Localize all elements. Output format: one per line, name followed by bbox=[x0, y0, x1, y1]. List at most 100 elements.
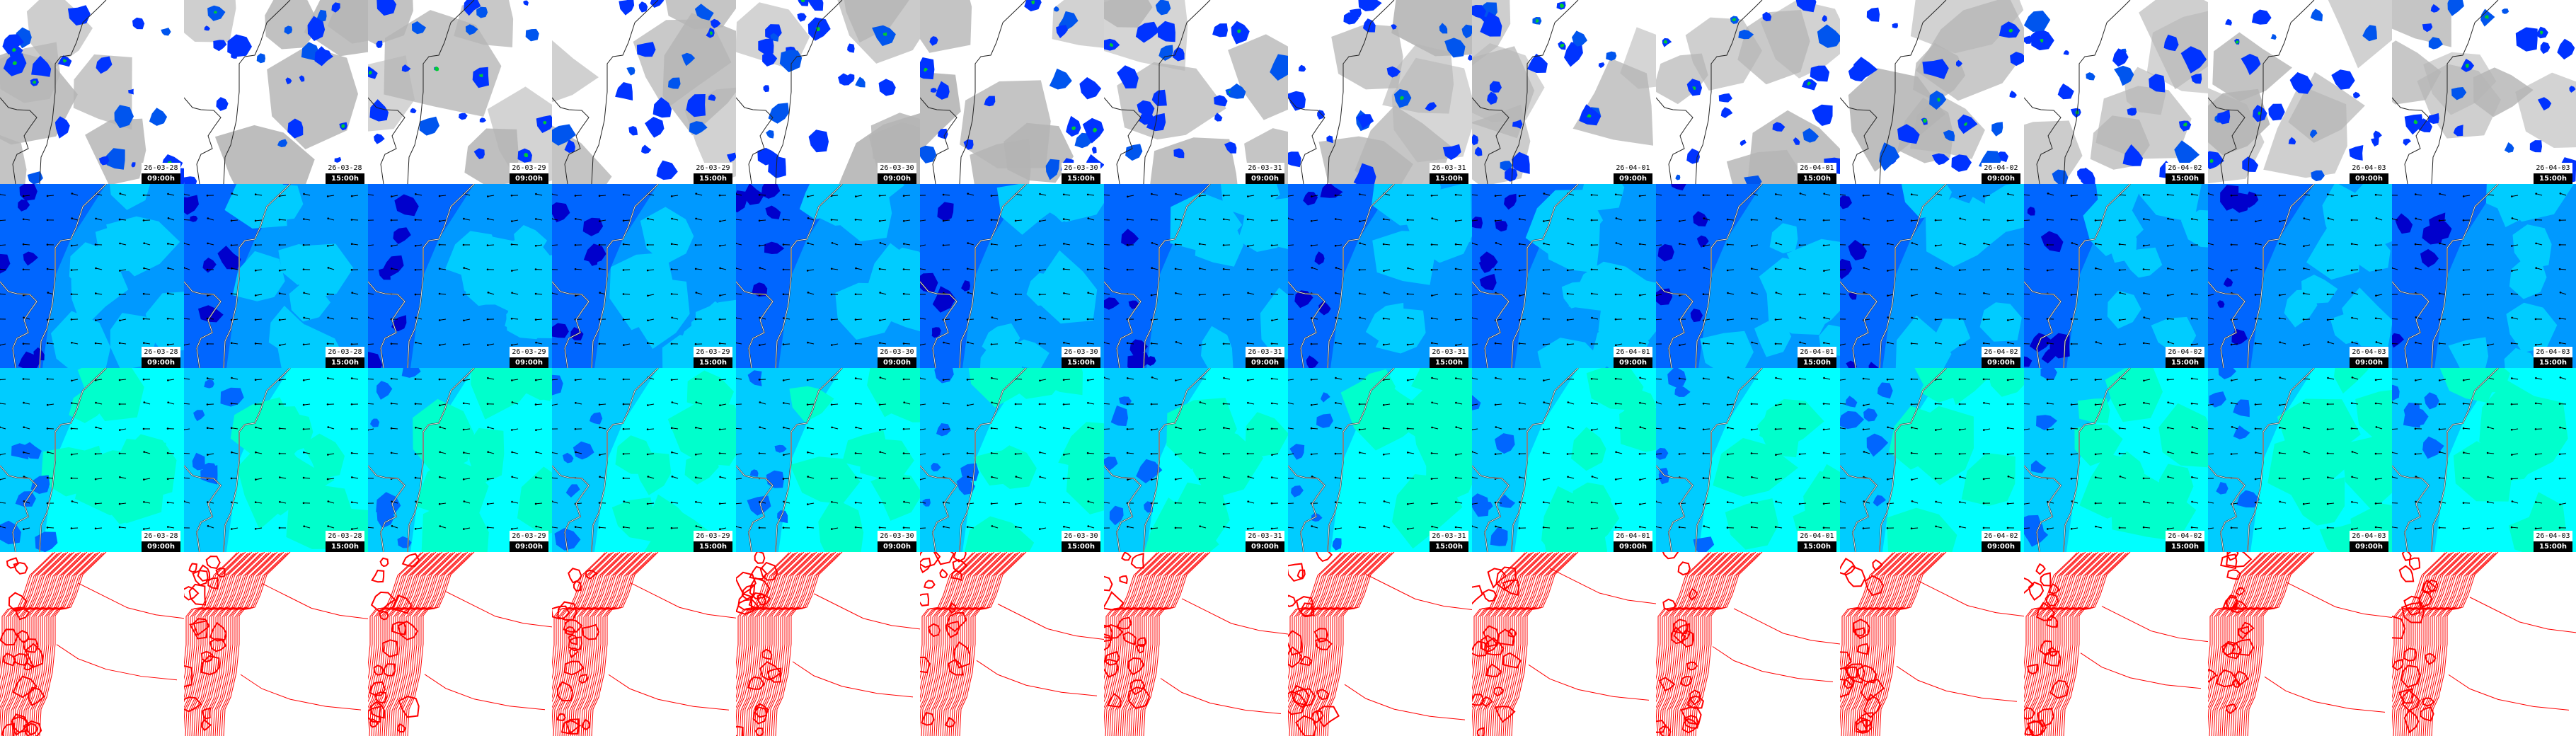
isobar-line bbox=[1107, 693, 1122, 708]
isobar-line bbox=[921, 711, 935, 726]
isobar-line bbox=[736, 725, 744, 736]
wind-arrow-icon bbox=[1824, 193, 1831, 196]
isobar-line bbox=[1656, 552, 1723, 730]
wind-arrow-icon bbox=[1703, 267, 1710, 270]
wind-arrowhead-icon bbox=[46, 243, 49, 246]
wind-arrowhead-icon bbox=[1015, 426, 1017, 429]
wind-arrow-icon bbox=[47, 379, 54, 380]
isobar-line bbox=[403, 553, 471, 736]
wind-arrowhead-icon bbox=[2486, 243, 2489, 246]
wind-arrow-icon bbox=[1127, 526, 1134, 529]
wind-arrow-icon bbox=[1703, 526, 1710, 529]
precipitation-area bbox=[1158, 45, 1173, 61]
date-label: 26-03-29 bbox=[510, 163, 548, 173]
wind-arrowhead-icon bbox=[1104, 292, 1105, 294]
wind-arrowhead-icon bbox=[119, 476, 121, 478]
isobar-line bbox=[920, 553, 978, 691]
wind-arrow-icon bbox=[328, 453, 335, 455]
wind-speed-zone bbox=[1480, 251, 1498, 270]
precipitation-area bbox=[2063, 50, 2069, 55]
wind-arrowhead-icon bbox=[1246, 342, 1249, 345]
wind-arrowhead-icon bbox=[2534, 453, 2537, 456]
wind-speed-zone bbox=[2216, 482, 2229, 495]
wind-arrow-icon bbox=[2439, 243, 2446, 246]
wind-arrowhead-icon bbox=[2231, 426, 2233, 428]
wind-arrow-icon bbox=[1064, 292, 1071, 295]
wind-arrow-icon bbox=[47, 428, 54, 430]
wind-arrow-icon bbox=[328, 195, 335, 197]
wind-arrow-icon bbox=[648, 502, 655, 505]
wind-speed-zone bbox=[506, 300, 550, 340]
coastline bbox=[2063, 368, 2131, 552]
wind-arrow-icon bbox=[304, 379, 311, 381]
wind-arrowhead-icon bbox=[415, 316, 417, 319]
wind-arrowhead-icon bbox=[1126, 452, 1129, 454]
wind-arrow-icon bbox=[0, 478, 6, 481]
heavy-precipitation-area bbox=[341, 124, 345, 129]
wind-arrowhead-icon bbox=[1198, 478, 1201, 481]
wind-arrowhead-icon bbox=[879, 292, 881, 294]
map-image bbox=[1840, 552, 2024, 736]
precipitation-area bbox=[316, 9, 327, 22]
wind-arrowhead-icon bbox=[2558, 317, 2561, 320]
wind-arrow-icon bbox=[2208, 317, 2214, 320]
wind-arrowhead-icon bbox=[1454, 526, 1457, 529]
wind-arrowhead-icon bbox=[622, 403, 625, 406]
wind-arrowhead-icon bbox=[967, 476, 969, 478]
wind-arrow-icon bbox=[2352, 476, 2359, 479]
wind-arrow-icon bbox=[391, 403, 398, 405]
wind-arrow-icon bbox=[2095, 318, 2103, 321]
isobar-line bbox=[1308, 552, 1376, 736]
wind-arrowhead-icon bbox=[2351, 341, 2353, 343]
wind-arrowhead-icon bbox=[2070, 318, 2073, 321]
wind-arrow-icon bbox=[1727, 343, 1735, 345]
isobar-line bbox=[1137, 637, 1147, 647]
wind-arrow-icon bbox=[1840, 403, 1846, 405]
wind-arrow-icon bbox=[552, 244, 558, 246]
isobar-line bbox=[2208, 553, 2266, 691]
time-label: 09:00h bbox=[1614, 173, 1652, 184]
wind-arrowhead-icon bbox=[70, 477, 73, 479]
wind-arrow-icon bbox=[672, 243, 679, 246]
wind-arrowhead-icon bbox=[1982, 269, 1985, 271]
wind-arrowhead-icon bbox=[1567, 426, 1570, 428]
wind-arrow-icon bbox=[1384, 526, 1391, 529]
date-label: 26-04-01 bbox=[1798, 163, 1836, 173]
precipitation-area bbox=[1079, 77, 1102, 100]
wind-arrow-icon bbox=[783, 379, 790, 381]
wind-arrow-icon bbox=[1040, 193, 1047, 196]
wind-arrowhead-icon bbox=[2350, 402, 2353, 404]
wind-arrowhead-icon bbox=[1199, 268, 1201, 270]
wind-arrow-icon bbox=[920, 453, 926, 455]
wind-speed-zone bbox=[102, 439, 166, 524]
wind-arrowhead-icon bbox=[1656, 500, 1657, 502]
coastline bbox=[407, 0, 475, 184]
wind-arrowhead-icon bbox=[255, 451, 257, 454]
wind-arrowhead-icon bbox=[184, 377, 185, 379]
wind-arrow-icon bbox=[207, 403, 214, 405]
map-tile-wind-field-2: 26-03-30 09:00h bbox=[736, 368, 920, 552]
wind-arrowhead-icon bbox=[574, 195, 577, 197]
wind-arrowhead-icon bbox=[1750, 268, 1753, 270]
wind-arrowhead-icon bbox=[1455, 377, 1457, 379]
wind-arrow-icon bbox=[920, 403, 926, 406]
wind-speed-zone bbox=[931, 462, 941, 472]
wind-arrowhead-icon bbox=[326, 343, 329, 345]
wind-arrow-icon bbox=[832, 268, 839, 270]
wind-arrowhead-icon bbox=[2208, 344, 2209, 346]
isobar-line bbox=[582, 552, 650, 736]
wind-speed-zone bbox=[765, 205, 781, 219]
wind-arrowhead-icon bbox=[695, 192, 697, 195]
isobar-line bbox=[2049, 679, 2069, 699]
wind-arrow-icon bbox=[2376, 527, 2383, 529]
precipitation-area bbox=[1155, 0, 1171, 16]
wind-arrowhead-icon bbox=[23, 528, 25, 531]
wind-arrowhead-icon bbox=[920, 454, 921, 456]
wind-arrowhead-icon bbox=[1454, 293, 1457, 295]
date-label: 26-04-03 bbox=[2534, 531, 2572, 541]
wind-arrow-icon bbox=[2071, 219, 2078, 221]
isobar-line bbox=[629, 582, 736, 619]
precipitation-area bbox=[2122, 144, 2144, 166]
wind-arrowhead-icon bbox=[2534, 527, 2537, 530]
wind-arrow-icon bbox=[575, 402, 582, 405]
